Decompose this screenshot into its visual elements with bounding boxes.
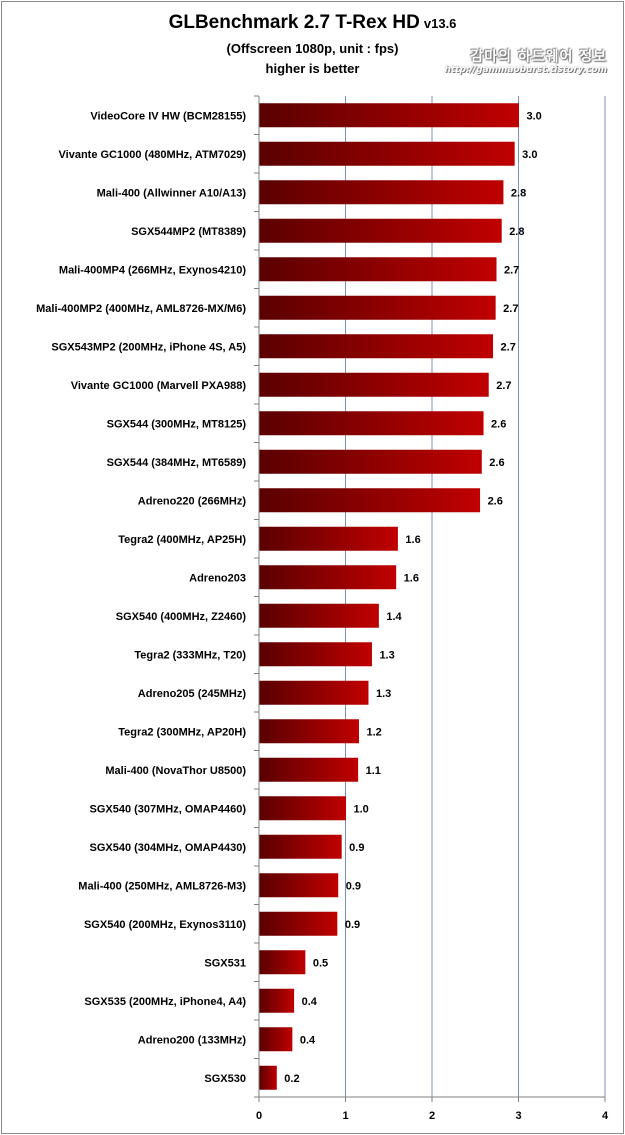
chart-note: higher is better [265,61,360,76]
bar [259,873,339,898]
category-label: Mali-400MP4 (266MHz, Exynos4210) [59,264,246,276]
value-label: 2.7 [503,303,518,315]
bar [259,449,482,474]
bar [259,1027,293,1052]
value-label: 2.8 [511,187,526,199]
x-tick-label: 1 [342,1110,348,1122]
bar [259,603,379,628]
bar [259,334,494,359]
value-label: 2.6 [489,457,504,469]
category-label: SGX544MP2 (MT8389) [131,226,246,238]
value-label: 2.6 [491,418,506,430]
x-tick-label: 2 [429,1110,435,1122]
category-label: Adreno203 [189,572,246,584]
bar [259,257,497,282]
bar [259,141,515,166]
bar [259,488,481,513]
category-label: Mali-400MP2 (400MHz, AML8726-MX/M6) [36,303,246,315]
bar [259,796,346,821]
value-label: 1.4 [386,611,402,623]
category-label: Mali-400 (NovaThor U8500) [105,765,246,777]
value-label: 0.9 [346,880,361,892]
bar [259,642,372,667]
category-label: SGX530 [204,1073,246,1085]
value-label: 0.2 [284,1073,299,1085]
category-label: VideoCore IV HW (BCM28155) [90,110,246,122]
value-label: 0.4 [302,996,318,1008]
x-tick-label: 3 [515,1110,521,1122]
bar [259,680,369,705]
x-tick-label: 0 [256,1110,262,1122]
bar [259,526,398,551]
value-label: 2.7 [504,264,519,276]
value-label: 1.3 [379,649,394,661]
value-label: 0.9 [349,842,364,854]
category-label: SGX540 (304MHz, OMAP4430) [89,842,246,854]
value-label: 2.6 [488,495,503,507]
category-label: SGX540 (307MHz, OMAP4460) [89,803,246,815]
bars [259,103,519,1090]
chart-title-version: v13.6 [423,16,457,31]
bar [259,180,504,205]
chart-title-block: GLBenchmark 2.7 T-Rex HD v13.6 [0,12,625,34]
value-label: 1.2 [366,726,381,738]
bar [259,295,496,320]
bar [259,757,359,782]
value-label: 2.7 [496,380,511,392]
value-label: 3.0 [522,149,537,161]
value-label: 2.8 [509,226,524,238]
value-label: 1.6 [405,534,420,546]
watermark-url: http://gammaoburst.tistory.com [444,65,607,75]
labels: 0 1 2 3 4 VideoCore IV HW (BCM28155) 3.0 Vivant… [36,110,609,1122]
chart-subtitle: (Offscreen 1080p, unit : fps) [226,41,399,56]
bar [259,218,502,243]
blog-watermark: 감마의 하드웨어 정보 http://gammaoburst.tistory.c… [444,46,611,82]
bar [259,950,306,975]
gridlines [254,95,606,1102]
watermark-text: 감마의 하드웨어 정보 [470,49,607,65]
value-label: 1.0 [354,803,369,815]
value-label: 0.5 [313,957,328,969]
category-label: Adreno220 (266MHz) [138,495,247,507]
value-label: 1.3 [376,688,391,700]
category-label: Adreno200 (133MHz) [138,1034,247,1046]
value-label: 2.7 [501,341,516,353]
chart-title: GLBenchmark 2.7 T-Rex HD [168,12,420,33]
bar [259,911,338,936]
category-label: SGX540 (200MHz, Exynos3110) [84,919,246,931]
category-label: SGX543MP2 (200MHz, iPhone 4S, A5) [51,341,246,353]
category-label: Mali-400 (250MHz, AML8726-M3) [78,880,246,892]
category-label: Vivante GC1000 (Marvell PXA988) [71,380,247,392]
category-label: Adreno205 (245MHz) [138,688,247,700]
x-tick-label: 4 [602,1110,609,1122]
value-label: 1.6 [404,572,419,584]
category-label: SGX540 (400MHz, Z2460) [116,611,247,623]
category-label: Mali-400 (Allwinner A10/A13) [97,187,247,199]
value-label: 0.4 [300,1034,316,1046]
value-label: 0.9 [345,919,360,931]
bar [259,719,359,744]
category-label: Tegra2 (333MHz, T20) [134,649,246,661]
value-label: 1.1 [366,765,381,777]
value-label: 3.0 [527,110,542,122]
bar [259,411,484,436]
category-label: Vivante GC1000 (480MHz, ATM7029) [59,149,247,161]
category-label: SGX544 (300MHz, MT8125) [107,418,247,430]
category-label: SGX544 (384MHz, MT6589) [107,457,247,469]
category-label: SGX531 [204,957,246,969]
category-label: Tegra2 (300MHz, AP20H) [118,726,246,738]
bar [259,103,519,128]
category-label: SGX535 (200MHz, iPhone4, A4) [84,996,246,1008]
bar [259,988,295,1013]
bar [259,834,342,859]
bar [259,372,489,397]
bar [259,565,397,590]
bar [259,1065,277,1090]
category-label: Tegra2 (400MHz, AP25H) [118,534,246,546]
